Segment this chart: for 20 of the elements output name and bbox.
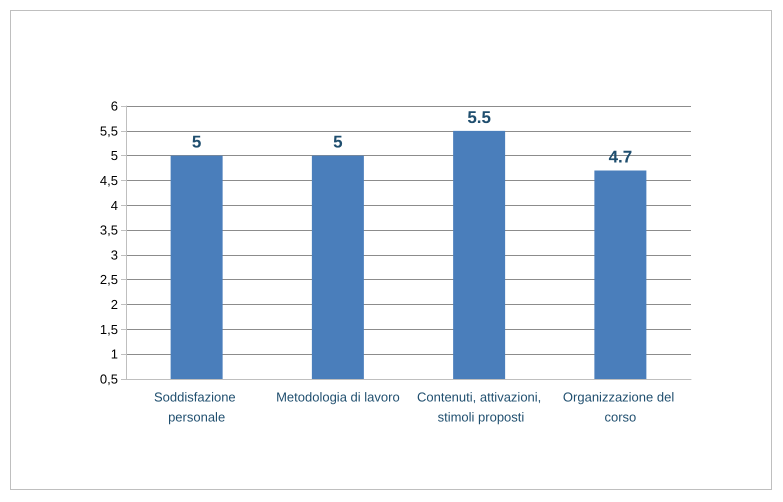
y-tick-label: 5,5 bbox=[100, 123, 118, 138]
x-tick-label: Contenuti, attivazioni, stimoli proposti bbox=[416, 390, 542, 424]
y-tick-label: 0,5 bbox=[100, 372, 118, 386]
y-tick-label: 4 bbox=[110, 198, 118, 213]
y-tick-label: 3 bbox=[110, 247, 118, 262]
y-tick-label: 1,5 bbox=[100, 322, 118, 337]
x-tick-label: Organizzazione del corso bbox=[562, 390, 678, 424]
data-label: 5 bbox=[333, 132, 343, 152]
y-tick-label: 1 bbox=[110, 346, 118, 362]
x-tick-label: Metodologia di lavoro bbox=[276, 390, 400, 404]
data-label: 5.5 bbox=[467, 108, 491, 127]
data-label: 4.7 bbox=[608, 148, 632, 167]
y-tick-label: 5 bbox=[110, 148, 118, 164]
y-tick-label: 2,5 bbox=[100, 272, 118, 288]
y-tick-label: 4,5 bbox=[100, 172, 118, 188]
data-label: 5 bbox=[192, 132, 202, 152]
y-tick-label: 3,5 bbox=[100, 222, 118, 238]
y-tick-label: 2 bbox=[110, 297, 118, 312]
y-tick-label: 6 bbox=[110, 98, 118, 114]
x-tick-label: Soddisfazione personale bbox=[154, 390, 240, 424]
